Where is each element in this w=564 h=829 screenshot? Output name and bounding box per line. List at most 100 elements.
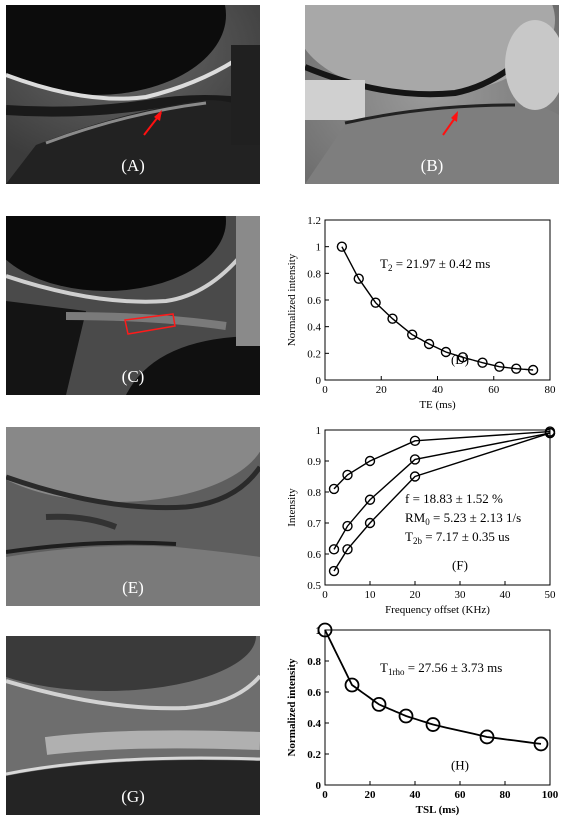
x-tick-label-h: 40: [410, 789, 422, 801]
x-tick-label-d: 60: [488, 384, 500, 396]
y-tick-label-f: 0.9: [307, 456, 321, 468]
annotation-f-2-rest: = 7.17 ± 0.35 us: [422, 529, 510, 544]
roi-outline: [124, 313, 176, 335]
data-point-f: [409, 454, 421, 465]
series-line-f: [333, 430, 551, 490]
y-tick-label-d: 0.6: [307, 295, 321, 307]
data-point-f: [328, 483, 340, 495]
data-point-h: [479, 729, 495, 745]
y-tick-label-d: 0.8: [307, 268, 321, 280]
mri-panel-b: (B): [305, 5, 559, 184]
series-line-h: [324, 629, 542, 745]
annotation-f-2-prefix: T: [405, 529, 413, 544]
x-tick-label-d: 0: [322, 384, 328, 396]
y-tick-label-d: 0: [316, 375, 322, 387]
data-point-d: [387, 313, 398, 324]
x-tick-label-d: 40: [432, 384, 444, 396]
series-line-f: [333, 432, 551, 572]
chart-h: 0 20 40 60 80 100 0 0.2 0.4 0.6 0.8 1 TSL (ms) Normal…: [280, 622, 560, 827]
data-point-d: [353, 273, 364, 284]
data-point-h: [371, 697, 387, 712]
data-point-d: [440, 346, 452, 358]
y-tick-label-h: 0.6: [307, 687, 321, 699]
annotation-h-rest: = 27.56 ± 3.73 ms: [404, 660, 502, 675]
panel-label-e: (E): [122, 578, 144, 597]
data-point-f: [342, 544, 353, 555]
y-tick-label-d: 0.4: [307, 322, 321, 334]
y-tick-label-f: 0.6: [307, 549, 321, 561]
annotation-h-sub: 1rho: [388, 667, 405, 677]
data-point-f: [342, 469, 353, 481]
annotation-d-prefix: T: [380, 256, 388, 271]
data-point-d: [511, 363, 522, 374]
data-point-h: [344, 677, 360, 693]
x-axis-label-d: TE (ms): [419, 399, 456, 411]
data-point-f: [544, 427, 556, 439]
x-axis-label-f: Frequency offset (KHz): [385, 604, 490, 616]
plot-frame-h: [324, 629, 551, 786]
data-point-h: [398, 708, 414, 724]
data-point-d: [406, 329, 418, 340]
panel-label-g: (G): [121, 787, 145, 806]
x-tick-label-h: 80: [500, 789, 512, 801]
mri-panel-a: (A): [6, 5, 260, 184]
annotation-f-0-rest: ± 1.52 %: [456, 491, 503, 506]
x-tick-label-d: 80: [545, 384, 557, 396]
annotation-f-2-sub: 2b: [413, 536, 423, 546]
mri-image-c: [6, 216, 260, 395]
x-tick-label-h: 0: [322, 789, 328, 801]
panel-label-b: (B): [420, 156, 444, 175]
x-tick-label-f: 50: [545, 589, 557, 601]
data-point-f: [409, 471, 421, 482]
mri-image-e: [6, 427, 260, 606]
x-tick-label-h: 60: [455, 789, 467, 801]
panel-label-c: (C): [121, 367, 145, 386]
data-point-d: [494, 361, 505, 372]
annotation-d-rest: = 21.97 ± 0.42 ms: [392, 256, 490, 271]
data-point-f: [364, 517, 376, 529]
plot-frame-d: [324, 219, 551, 381]
mri-image-b: [305, 5, 559, 184]
panel-label-a: (A): [121, 156, 145, 175]
series-line-f: [333, 432, 551, 550]
data-point-d: [423, 338, 435, 350]
data-point-h: [533, 736, 549, 752]
data-point-f: [409, 435, 421, 447]
y-tick-label-f: 1: [316, 425, 322, 437]
x-tick-label-h: 100: [542, 789, 559, 801]
data-point-d: [477, 357, 488, 368]
x-tick-label-f: 20: [410, 589, 422, 601]
mri-panel-g: (G): [6, 636, 260, 815]
chart-d-svg: 0 20 40 60 80 0 0.2 0.4 0.6 0.8 1 1.2 TE (ms) Normali…: [286, 215, 557, 411]
y-tick-label-d: 0.2: [307, 348, 321, 360]
panel-label-h: (H): [451, 758, 469, 773]
annotation-f-1-prefix: RM: [405, 510, 426, 525]
y-tick-label-h: 0: [316, 780, 322, 792]
data-point-d: [527, 364, 539, 376]
data-point-d: [336, 241, 348, 252]
annotation-h-prefix: T: [380, 660, 388, 675]
x-tick-label-f: 40: [500, 589, 512, 601]
data-point-h: [317, 622, 333, 638]
data-point-d: [457, 352, 469, 363]
data-point-f: [342, 520, 353, 532]
y-axis-label-d: Normalized intensity: [286, 253, 298, 346]
y-axis-label-h: Normalized intensity: [286, 658, 298, 757]
chart-f: 0 10 20 30 40 50 0.5 0.6 0.7 0.8 0.9 1 Frequency off…: [280, 422, 560, 627]
data-point-d: [370, 297, 381, 308]
panel-label-f: (F): [452, 558, 468, 573]
y-tick-label-d: 1.2: [307, 215, 321, 227]
panel-label-d: (D): [451, 352, 469, 367]
y-tick-label-f: 0.5: [307, 580, 321, 592]
data-point-f: [364, 494, 376, 505]
x-axis-label-h: TSL (ms): [416, 804, 460, 816]
annotation-f-1: RM0 = 5.23 ± 2.13 1/s: [405, 510, 521, 527]
x-tick-label-d: 20: [376, 384, 388, 396]
chart-f-svg: 0 10 20 30 40 50 0.5 0.6 0.7 0.8 0.9 1 Frequency off…: [286, 425, 557, 616]
chart-d: 0 20 40 60 80 0 0.2 0.4 0.6 0.8 1 1.2 TE (ms) Normali…: [280, 212, 560, 417]
annotation-d: T2 = 21.97 ± 0.42 ms: [380, 256, 490, 273]
plot-frame-f: [324, 429, 551, 586]
annotation-f-0-prefix: f = 18.83: [405, 491, 456, 506]
annotation-f-0: f = 18.83 ± 1.52 %: [405, 491, 503, 506]
